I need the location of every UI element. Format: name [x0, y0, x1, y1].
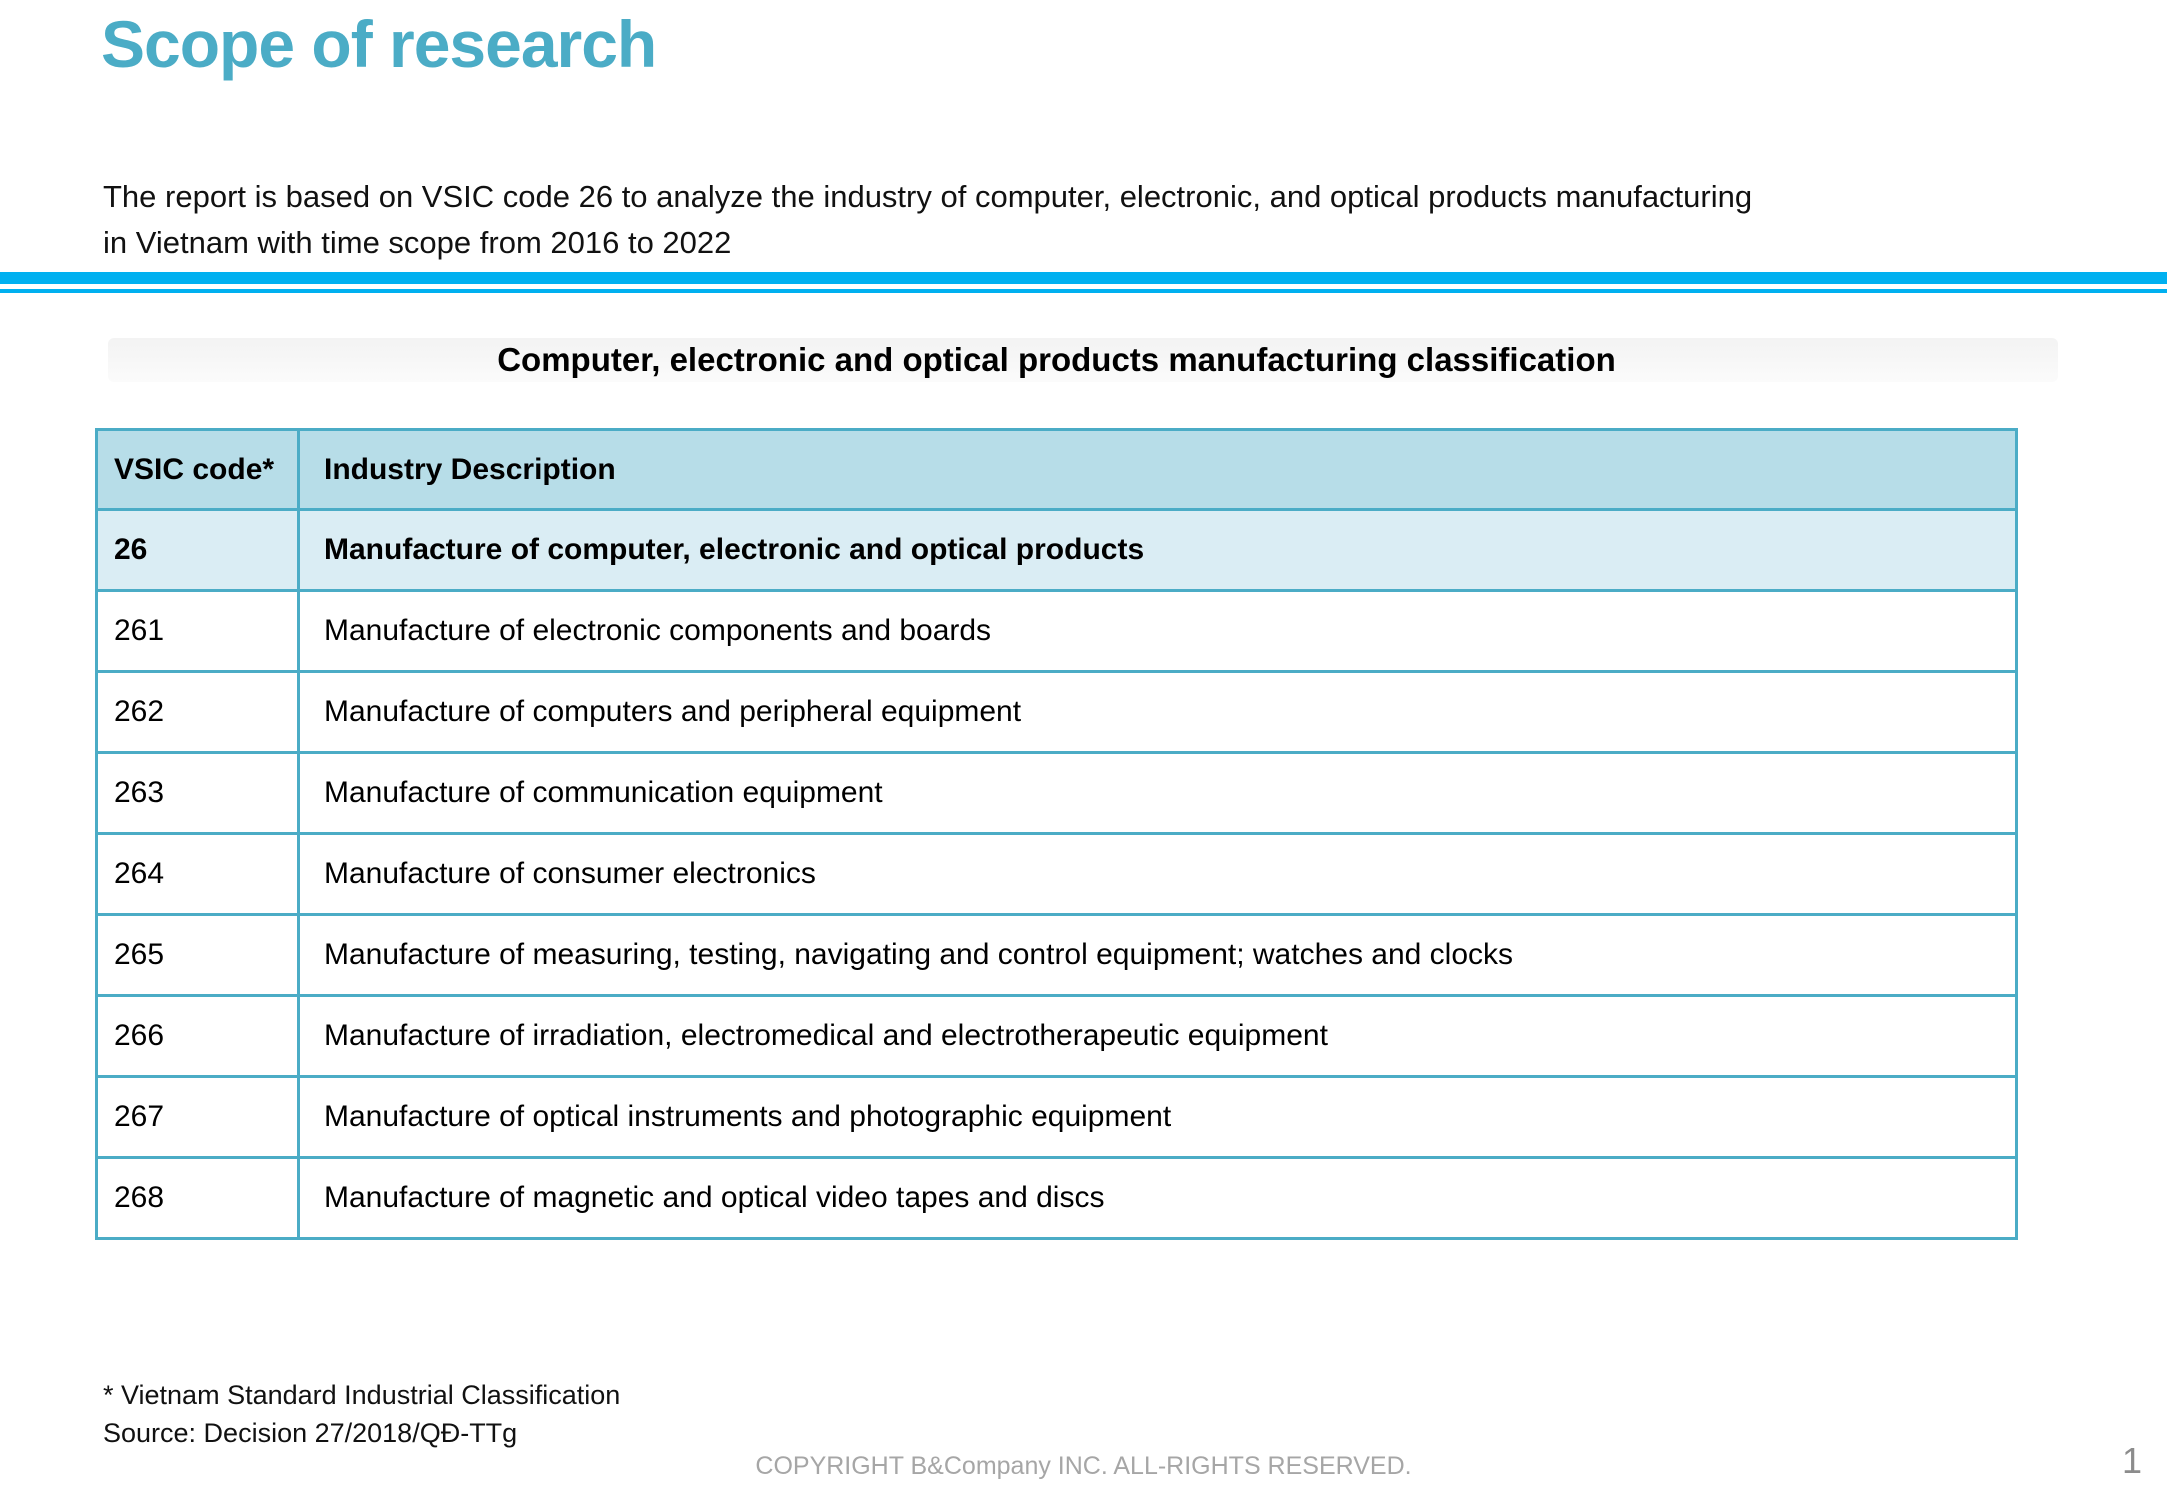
footnotes: * Vietnam Standard Industrial Classifica… — [103, 1376, 620, 1452]
header-vsic-code: VSIC code* — [95, 428, 300, 511]
vsic-classification-table: VSIC code* Industry Description 26 Manufa… — [95, 428, 2018, 1240]
vsic-code-cell: 261 — [95, 589, 300, 673]
copyright-text: COPYRIGHT B&Company INC. ALL-RIGHTS RESE… — [755, 1452, 1412, 1480]
intro-line-1: The report is based on VSIC code 26 to a… — [103, 179, 1753, 214]
table-row: 265 Manufacture of measuring, testing, na… — [95, 913, 2018, 997]
industry-description-cell: Manufacture of optical instruments and p… — [297, 1075, 2018, 1159]
industry-description-cell: Manufacture of communication equipment — [297, 751, 2018, 835]
table-row: 26 Manufacture of computer, electronic an… — [95, 508, 2018, 592]
industry-description-cell: Manufacture of consumer electronics — [297, 832, 2018, 916]
page-number: 1 — [2122, 1440, 2143, 1481]
vsic-code-cell: 262 — [95, 670, 300, 754]
table-row: 261 Manufacture of electronic components … — [95, 589, 2018, 673]
table-row: 263 Manufacture of communication equipmen… — [95, 751, 2018, 835]
table-header-row: VSIC code* Industry Description — [95, 428, 2018, 511]
footnote-source: Source: Decision 27/2018/QĐ-TTg — [103, 1418, 518, 1448]
table-caption: Computer, electronic and optical product… — [497, 341, 1616, 378]
footnote-classification: * Vietnam Standard Industrial Classifica… — [103, 1380, 621, 1410]
vsic-code-cell: 267 — [95, 1075, 300, 1159]
vsic-code-cell: 264 — [95, 832, 300, 916]
vsic-code-cell: 26 — [95, 508, 300, 592]
table-row: 262 Manufacture of computers and peripher… — [95, 670, 2018, 754]
industry-description-cell: Manufacture of computer, electronic and … — [297, 508, 2018, 592]
industry-description-cell: Manufacture of measuring, testing, navig… — [297, 913, 2018, 997]
intro-paragraph: The report is based on VSIC code 26 to a… — [103, 174, 1752, 266]
industry-description-cell: Manufacture of computers and peripheral … — [297, 670, 2018, 754]
page-title: Scope of research — [101, 7, 657, 81]
divider-rule-thick — [0, 272, 2167, 284]
table-body: 26 Manufacture of computer, electronic an… — [95, 508, 2018, 1240]
table-row: 264 Manufacture of consumer electronics — [95, 832, 2018, 916]
vsic-code-cell: 266 — [95, 994, 300, 1078]
industry-description-cell: Manufacture of magnetic and optical vide… — [297, 1156, 2018, 1240]
vsic-code-cell: 263 — [95, 751, 300, 835]
caption-background-band — [108, 338, 2058, 382]
table-row: 266 Manufacture of irradiation, electrome… — [95, 994, 2018, 1078]
industry-description-cell: Manufacture of irradiation, electromedic… — [297, 994, 2018, 1078]
industry-description-cell: Manufacture of electronic components and… — [297, 589, 2018, 673]
vsic-code-cell: 268 — [95, 1156, 300, 1240]
vsic-code-cell: 265 — [95, 913, 300, 997]
divider-rule-thin — [0, 289, 2167, 293]
table-row: 268 Manufacture of magnetic and optical v… — [95, 1156, 2018, 1240]
table-row: 267 Manufacture of optical instruments an… — [95, 1075, 2018, 1159]
table-header: VSIC code* Industry Description — [95, 428, 2018, 511]
intro-line-2: in Vietnam with time scope from 2016 to … — [103, 225, 732, 260]
header-industry-description: Industry Description — [297, 428, 2018, 511]
